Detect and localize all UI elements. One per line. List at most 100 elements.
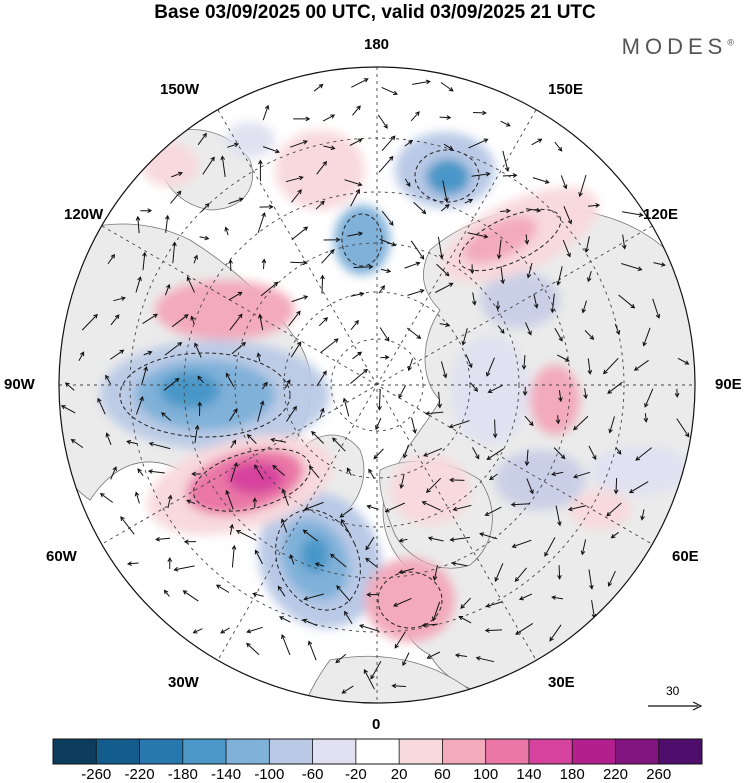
wind-arrow: [366, 592, 379, 598]
wind-arrow: [147, 469, 165, 474]
wind-arrow: [525, 322, 532, 336]
wind-arrow: [254, 464, 264, 480]
wind-arrow: [197, 401, 203, 417]
wind-arrow: [531, 138, 543, 146]
wind-arrow: [344, 179, 363, 187]
lon-label-90e: 90E: [715, 376, 742, 393]
wind-arrow: [643, 413, 649, 423]
wind-arrow: [580, 539, 587, 556]
colorbar-label: 60: [434, 766, 451, 783]
wind-arrow: [224, 226, 229, 236]
wind-arrow: [134, 491, 140, 504]
wind-arrow: [467, 232, 489, 239]
wind-arrow: [183, 539, 197, 545]
wind-arrow: [120, 516, 135, 535]
wind-arrow: [379, 327, 390, 342]
colorbar-label: 220: [602, 766, 628, 783]
wind-arrow: [398, 385, 407, 399]
anomaly-field: [100, 122, 690, 642]
wind-arrow: [164, 341, 183, 356]
wind-arrow: [202, 156, 215, 175]
wind-arrow: [613, 478, 619, 495]
wind-arrow: [291, 295, 309, 303]
wind-arrow: [316, 160, 328, 175]
wind-arrow: [359, 624, 380, 632]
wind-arrow: [407, 289, 425, 296]
pos-anomaly-east-siberia-core: [462, 216, 538, 264]
wind-arrow: [105, 374, 112, 385]
wind-arrow: [353, 264, 374, 270]
wind-arrow: [171, 171, 183, 178]
wind-arrow: [555, 415, 561, 425]
colorbar-swatch: [269, 739, 313, 764]
wind-arrow: [375, 417, 382, 431]
wind-arrow: [320, 338, 339, 353]
wind-arrow: [642, 327, 651, 347]
wind-arrow: [398, 538, 408, 543]
wind-arrow: [228, 197, 244, 205]
neg-anomaly-atlantic-core: [301, 537, 329, 573]
wind-arrow: [109, 349, 125, 360]
wind-arrow: [380, 268, 392, 274]
wind-arrow: [381, 86, 398, 96]
wind-arrow: [235, 530, 257, 541]
wind-arrow: [440, 204, 450, 212]
wind-arrow: [346, 467, 352, 476]
colorbar-swatch: [182, 739, 227, 764]
wind-arrow: [451, 561, 468, 567]
wind-arrow: [171, 314, 189, 328]
wind-arrow: [323, 145, 336, 151]
wind-arrow: [407, 358, 414, 372]
wind-arrow: [135, 215, 141, 234]
wind-arrow: [615, 447, 622, 455]
reference-vector: [648, 701, 703, 711]
wind-arrow: [113, 296, 126, 302]
wind-arrow: [471, 292, 477, 306]
wind-arrow: [258, 313, 264, 331]
wind-arrow: [500, 266, 505, 285]
wind-arrow: [464, 198, 474, 204]
wind-arrow: [640, 509, 645, 521]
wind-arrow: [246, 433, 257, 445]
wind-arrow: [497, 325, 505, 334]
wind-arrow: [635, 447, 653, 461]
neg-anomaly-pacific-core: [426, 159, 470, 195]
wind-arrow: [332, 437, 346, 452]
wind-arrow: [163, 377, 180, 391]
wind-arrow: [194, 424, 200, 444]
wind-arrow: [368, 468, 375, 479]
wind-arrow: [473, 110, 487, 116]
wind-arrow: [350, 291, 365, 297]
wind-arrow: [551, 471, 564, 477]
wind-arrow: [394, 631, 406, 649]
wind-arrow: [602, 357, 619, 375]
colorbar-label: -20: [345, 766, 367, 783]
wind-arrow: [161, 412, 172, 421]
colorbar-swatch: [615, 739, 660, 764]
wind-arrow: [70, 439, 84, 449]
wind-arrow: [588, 569, 594, 590]
wind-arrow: [581, 300, 587, 314]
wind-arrow: [246, 642, 260, 656]
graticule: [59, 67, 695, 703]
colorbar-swatch: [96, 739, 140, 764]
wind-arrow: [621, 263, 643, 271]
colorbar-label: -100: [254, 766, 285, 783]
wind-arrow: [573, 415, 589, 431]
wind-arrow: [379, 238, 397, 247]
wind-arrow: [412, 79, 431, 85]
wind-arrow: [558, 390, 563, 403]
wind-arrow: [167, 557, 173, 570]
lon-label-150w: 150W: [160, 81, 200, 98]
wind-arrow: [468, 138, 489, 149]
colorbar-swatch: [399, 739, 443, 764]
colorbar-label: 20: [390, 766, 408, 783]
brand-text: MODES: [621, 34, 728, 59]
wind-arrow: [220, 155, 226, 177]
wind-arrow: [562, 239, 571, 258]
wind-arrow: [487, 384, 503, 393]
wind-arrow: [384, 502, 406, 513]
wind-arrow: [514, 567, 527, 583]
wind-arrow: [229, 523, 234, 535]
map-frame: [58, 66, 696, 704]
